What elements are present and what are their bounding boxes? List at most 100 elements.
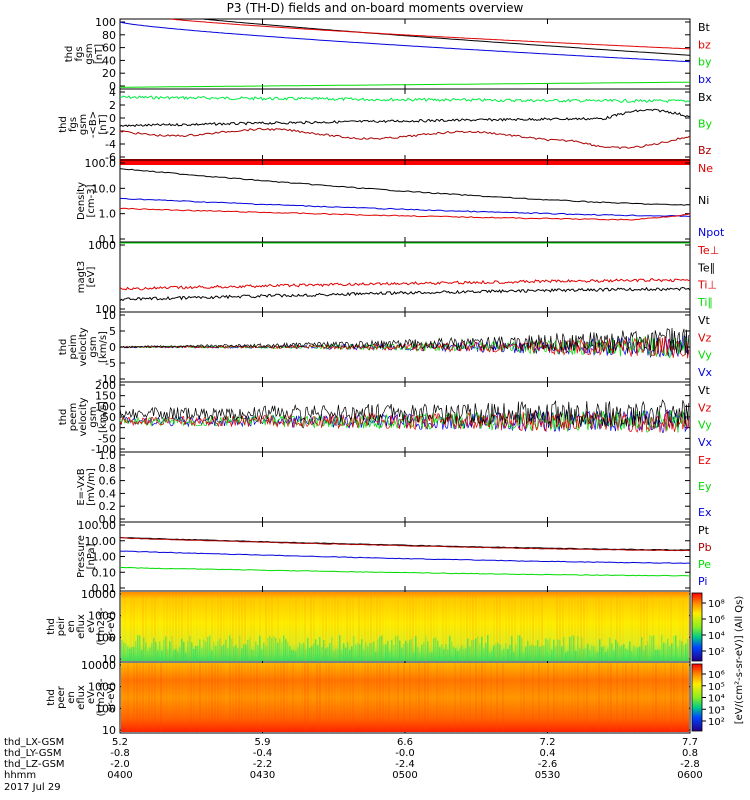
spectrogram-texture	[121, 640, 123, 661]
spectrogram-texture	[389, 651, 391, 661]
spectrogram-texture	[388, 592, 390, 661]
spectrogram-texture	[460, 592, 462, 661]
spectrogram-texture	[349, 663, 351, 732]
spectrogram-texture	[637, 663, 639, 732]
spectrogram-texture	[463, 663, 465, 732]
legend-ti∥: Ti∥	[697, 296, 713, 309]
spectrogram-texture	[667, 592, 669, 661]
spectrogram-texture	[508, 592, 510, 661]
series-te-par	[119, 286, 691, 302]
spectrogram-texture	[334, 592, 336, 661]
y-axis-label: peim	[68, 334, 79, 359]
spectrogram-texture	[625, 663, 627, 732]
spectrogram-texture	[471, 640, 473, 661]
spectrogram-texture	[181, 638, 183, 661]
y-tick-label: 100.0	[85, 157, 117, 170]
spectrogram-texture	[387, 641, 389, 661]
legend-vx: Vx	[698, 366, 713, 379]
spectrogram-texture	[635, 647, 637, 661]
spectrogram-texture	[157, 650, 159, 661]
spectrogram-texture	[526, 663, 528, 732]
panel-peir: 10000 1000 100 10 thd peir en eflux eV (cm2-s-sr-…	[46, 588, 691, 666]
spectrogram-texture	[483, 648, 485, 661]
x-axis-row-label: thd_LX-GSM	[4, 737, 64, 748]
spectrogram-texture	[163, 663, 165, 732]
spectrogram-texture	[268, 663, 270, 732]
spectrogram-texture	[433, 663, 435, 732]
spectrogram-texture	[167, 649, 169, 661]
spectrogram-texture	[556, 663, 558, 732]
spectrogram-texture	[507, 649, 509, 661]
spectrogram-texture	[453, 647, 455, 661]
spectrogram-texture	[431, 652, 433, 661]
panel-frame	[119, 159, 691, 243]
legend-pi: Pi	[698, 575, 707, 588]
spectrogram-texture	[646, 663, 648, 732]
spectrogram-texture	[611, 643, 613, 661]
spectrogram-texture	[293, 650, 295, 661]
spectrogram-texture	[393, 644, 395, 661]
spectrogram-texture	[370, 663, 372, 732]
spectrogram-texture	[409, 592, 411, 661]
y-axis-label: en	[66, 691, 77, 704]
panel-efield: 1.00.80.60.40.20.0 E=-VxB [mV/m] Ez Ey Ex	[76, 449, 712, 526]
colorbar-tick-label: 10⁴	[708, 631, 725, 642]
spectrogram-texture	[295, 651, 297, 661]
spectrogram-texture	[469, 592, 471, 661]
spectrogram-texture	[425, 636, 427, 661]
spectrogram-texture	[123, 642, 125, 661]
spectrogram-texture	[130, 663, 132, 732]
spectrogram-texture	[250, 592, 252, 661]
spectrogram-texture	[155, 642, 157, 661]
spectrogram-texture	[304, 663, 306, 732]
spectrogram-texture	[169, 592, 171, 661]
spectrogram-texture	[655, 663, 657, 732]
spectrogram-texture	[637, 592, 639, 661]
spectrogram-texture	[429, 652, 431, 661]
spectrogram-texture	[376, 592, 378, 661]
legend-vt: Vt	[698, 314, 711, 327]
y-tick-label: 100	[95, 400, 116, 413]
spectrogram-texture	[441, 644, 443, 661]
spectrogram-texture	[433, 638, 435, 661]
spectrogram-texture	[166, 592, 168, 661]
spectrogram-texture	[310, 592, 312, 661]
y-tick-label: 1.00	[92, 551, 117, 564]
series-vy	[119, 335, 690, 359]
spectrogram-texture	[183, 641, 185, 661]
y-tick-label: 0	[109, 112, 116, 125]
spectrogram-texture	[253, 663, 255, 732]
panel-fgs-dsl: 420-2-4-6 thd fgs gsm -<B> [nT] Bx By Bz	[58, 86, 713, 165]
spectrogram-texture	[459, 648, 461, 661]
y-tick-label: -100	[91, 443, 116, 456]
spectrogram-texture	[439, 647, 441, 661]
spectrogram-texture	[403, 592, 405, 661]
spectrogram-texture	[263, 642, 265, 661]
y-axis-label: eV	[86, 620, 97, 633]
spectrogram-texture	[667, 638, 669, 661]
spectrogram-texture	[613, 650, 615, 661]
spectrogram-texture	[451, 641, 453, 661]
panel-density: 100.0 10.0 1.0 0.1 Density [cm-3] Ne Ni Npot	[76, 157, 725, 246]
spectrogram-texture	[559, 640, 561, 661]
spectrogram-texture	[358, 592, 360, 661]
y-axis-label: en	[66, 620, 77, 633]
spectrogram-texture	[643, 650, 645, 661]
spectrogram-texture	[493, 645, 495, 661]
y-axis-label: [mV/m]	[86, 468, 97, 506]
y-tick-label: 100.00	[78, 519, 117, 532]
spectrogram-texture	[511, 636, 513, 661]
spectrogram-texture	[261, 649, 263, 661]
spectrogram-texture	[442, 592, 444, 661]
y-axis-label: [nT]	[98, 114, 109, 134]
spectrogram-texture	[454, 663, 456, 732]
spectrogram-texture	[575, 651, 577, 661]
spectrogram-texture	[199, 663, 201, 732]
spectrogram-texture	[454, 592, 456, 661]
spectrogram-texture	[657, 649, 659, 661]
spectrogram-texture	[322, 663, 324, 732]
panel-temp: 1000 100 magt3 [eV] Te⊥ Te∥ Ti⊥ Ti∥	[76, 239, 719, 316]
spectrogram-texture	[307, 663, 309, 732]
spectrogram-texture	[247, 639, 249, 661]
